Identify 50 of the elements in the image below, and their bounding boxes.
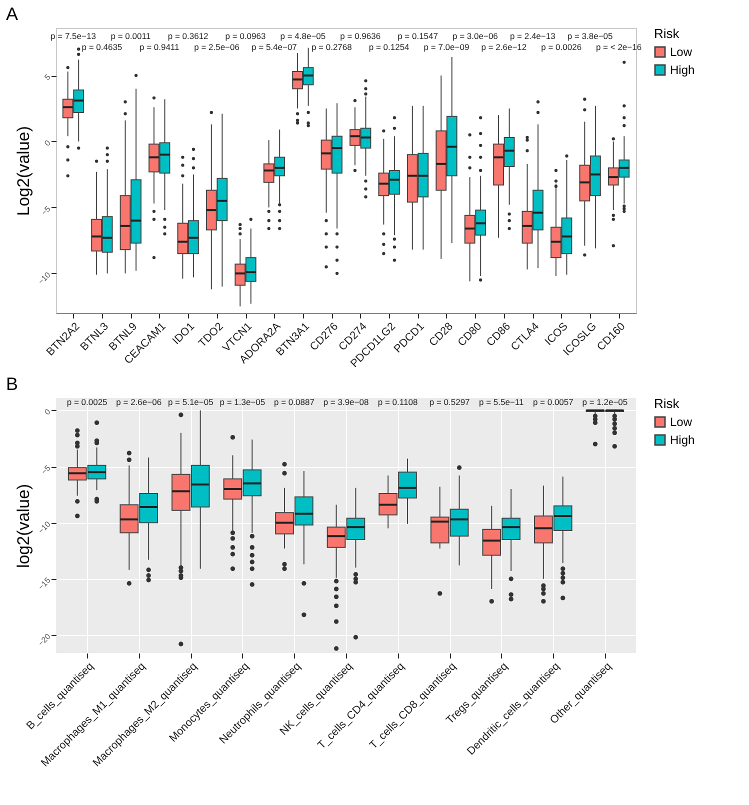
y-tick-label: −20 (36, 632, 53, 648)
y-tick-label: 0 (42, 138, 53, 148)
annotation: p = 0.1254 (368, 42, 410, 52)
annotation: p = 2.4e−13 (510, 31, 556, 41)
y-tick-label: 0 (42, 406, 53, 417)
annotation: p = 2.6e−06 (116, 397, 162, 407)
y-tick-label: 5 (42, 72, 53, 82)
annotation: p = 0.0057 (532, 397, 574, 407)
legend-label: Low (670, 45, 692, 59)
annotation: p = 0.0887 (274, 397, 315, 407)
annotation: p = 7.0e−09 (424, 42, 470, 52)
annotation: p = 0.1547 (398, 31, 438, 41)
annotation: p = 5.1e−05 (168, 397, 214, 407)
annotation: p = 0.1108 (378, 397, 418, 407)
annotation: p = 0.0963 (225, 31, 266, 41)
annotation: p = 1.2e−05 (582, 397, 628, 407)
annotation: p = 2.5e−06 (194, 42, 240, 52)
y-axis-title: Log2(value) (14, 126, 34, 216)
legend-title: Risk (654, 26, 680, 41)
annotation: p = 0.0026 (541, 42, 582, 52)
annotation: p = 0.4635 (82, 42, 122, 52)
annotation: p = < 2e−16 (596, 42, 642, 52)
annotation: p = 0.5297 (429, 397, 470, 407)
annotation: p = 3.0e−06 (452, 31, 498, 41)
annotation: p = 0.0025 (66, 397, 108, 407)
legend-title: Risk (654, 396, 680, 411)
y-tick-label: −15 (36, 575, 53, 592)
y-tick-label: −10 (36, 519, 53, 536)
annotation: p = 1.3e−05 (220, 397, 266, 407)
annotation: p = 3.9e−08 (323, 397, 369, 407)
annotation: p = 5.5e−11 (478, 397, 524, 407)
y-axis-title: log2(value) (14, 484, 34, 568)
legend-label: High (670, 63, 695, 77)
legend-label: High (670, 433, 695, 447)
annotation: p = 0.3612 (168, 31, 209, 41)
chart-title: A (6, 4, 18, 24)
annotation: p = 2.6e−12 (481, 42, 527, 52)
y-tick-label: −5 (40, 204, 53, 218)
annotation: p = 4.8e−05 (280, 31, 326, 41)
annotation: p = 0.2768 (311, 42, 352, 52)
annotation: p = 3.8e−05 (567, 31, 614, 41)
y-tick-label: −10 (36, 270, 53, 286)
annotation: p = 7.5e−13 (50, 31, 96, 41)
annotation: p = 5.4e−07 (252, 42, 298, 52)
annotation: p = 0.9411 (139, 42, 180, 52)
chart-title: B (6, 374, 18, 394)
annotation: p = 0.0011 (110, 31, 151, 41)
y-tick-label: −5 (40, 463, 53, 476)
annotation: p = 0.9636 (340, 31, 381, 41)
legend-label: Low (670, 415, 692, 429)
